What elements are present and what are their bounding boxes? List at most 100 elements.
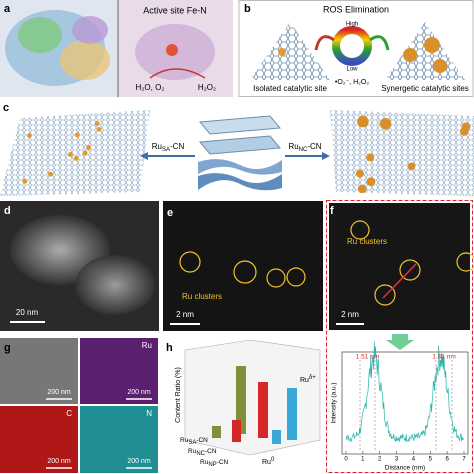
ru-cluster [403,48,417,62]
scale-text: 200 nm [127,458,151,465]
arrowhead [322,152,330,160]
cluster-circle [374,284,396,306]
sample-label: RuNC-CN [188,448,217,457]
layer [199,115,281,135]
haadf-tile [0,338,78,404]
ru-atom [48,171,54,177]
cluster-circle [179,251,201,273]
scale-text: 200 nm [127,389,151,396]
scale-text: 2 nm [176,310,194,319]
haadf-image [163,201,323,331]
panel-a: a Active site Fe-N H₂O, O₂ H₂O₂ [0,0,233,97]
panel-letter: b [244,3,251,15]
plot-frame [341,351,469,455]
panel-letter: a [4,3,11,15]
sample-label: RuSA-CN [152,142,185,152]
label-base: Ru [200,459,209,466]
ru-cluster [407,162,416,171]
arrow [369,35,390,51]
ru-cluster [357,184,367,194]
map-label: N [146,409,152,418]
species: •O₂⁻, H₂O₂ [335,79,369,86]
species-label: Ru0 [262,457,275,466]
panel-b: b ROS Elimination High Low •O₂⁻, H₂O₂ Is… [238,0,474,97]
panel-letter: e [167,207,173,219]
x-axis-label: Distance (nm) [385,465,425,472]
ru-atom [26,133,32,139]
label-sup: 0 [271,457,275,463]
cluster-circle [350,220,370,240]
x-tick-label: 4 [412,457,416,463]
bar [212,426,221,438]
ru-cluster [357,115,369,128]
ru-cluster [379,117,392,130]
bar [232,420,241,442]
map-label: C [66,409,72,418]
cluster-circle [456,252,474,272]
ru-atom [86,145,92,151]
title: ROS Elimination [323,4,389,14]
species-label: Ruδ+ [300,375,316,384]
ru-cluster [366,177,376,187]
ru-cluster [433,59,447,73]
ru-atom [74,132,80,138]
bar [287,388,297,440]
label-suffix: -CN [170,142,184,151]
ru-atom [96,126,102,132]
bar [236,366,246,434]
lattice [250,22,330,80]
layer [198,173,282,191]
profile-line [382,263,417,299]
panel-letter: g [4,342,11,354]
bar [272,430,281,444]
peak-label: 1.41 nm [432,354,456,361]
annotation: Ru clusters [182,292,222,301]
label-sup: δ+ [309,375,316,381]
ru-atom [67,151,73,157]
panel-g: g Ru C N 200 nm 200 nm 200 nm 200 nm [0,338,158,473]
bar [258,382,268,438]
label-suffix: -CN [217,459,229,466]
panel-letter: f [330,205,334,217]
scale-text: 20 nm [16,308,39,317]
label-suffix: -CN [196,437,208,444]
fe-atom [166,44,178,56]
peak-label: 1.51 nm [356,354,380,361]
ru-atom [94,121,100,127]
scale-high: High [346,22,358,28]
label-sub: SA [162,147,170,153]
panel-h: h Content Ratio (%) RuSA-CN RuNC-CN RuNP… [166,339,321,468]
particle [75,255,155,315]
protein [18,17,62,53]
sample-label: RuSA-CN [180,437,208,446]
caption: Synergetic catalytic sites [381,84,469,93]
arrow [314,35,335,51]
x-tick-label: 6 [445,457,449,463]
x-tick-label: 0 [344,457,348,463]
ru-cluster [366,153,375,162]
scale-text: 200 nm [47,389,71,396]
scale-text: 200 nm [47,458,71,465]
cluster-circle [286,267,306,287]
reaction-arrow [149,68,206,79]
caption: Isolated catalytic site [253,84,327,93]
sheet [0,110,150,196]
arrowhead [140,152,148,160]
sample-label: RuNC-CN [288,142,321,152]
ru-cluster [459,127,469,136]
label-sub: SA [188,440,196,446]
scale-low: Low [346,67,358,73]
sheet [330,110,474,196]
panel-letter: h [166,342,173,354]
x-tick-label: 7 [462,457,466,463]
ru-cluster [355,169,365,178]
n-map [80,406,158,473]
label-base: Ru [152,142,162,151]
panel-letter: c [3,102,9,114]
ru-atom [22,178,28,184]
y-axis-label: Content Ratio (%) [175,367,182,423]
sample-label: RuNP-CN [200,459,229,468]
panel-c: c RuSA-CN RuNC-CN [0,100,474,198]
cluster-circle [266,268,286,288]
